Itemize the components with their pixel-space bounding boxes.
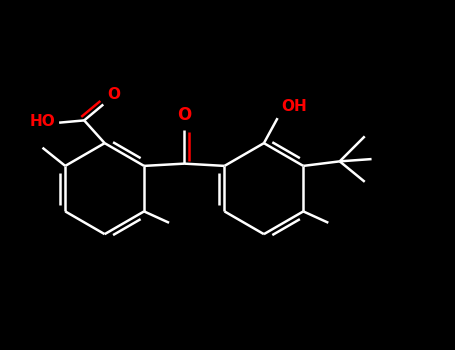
Text: HO: HO: [30, 114, 56, 129]
Text: O: O: [177, 106, 192, 124]
Text: O: O: [107, 87, 120, 102]
Text: OH: OH: [281, 99, 307, 113]
